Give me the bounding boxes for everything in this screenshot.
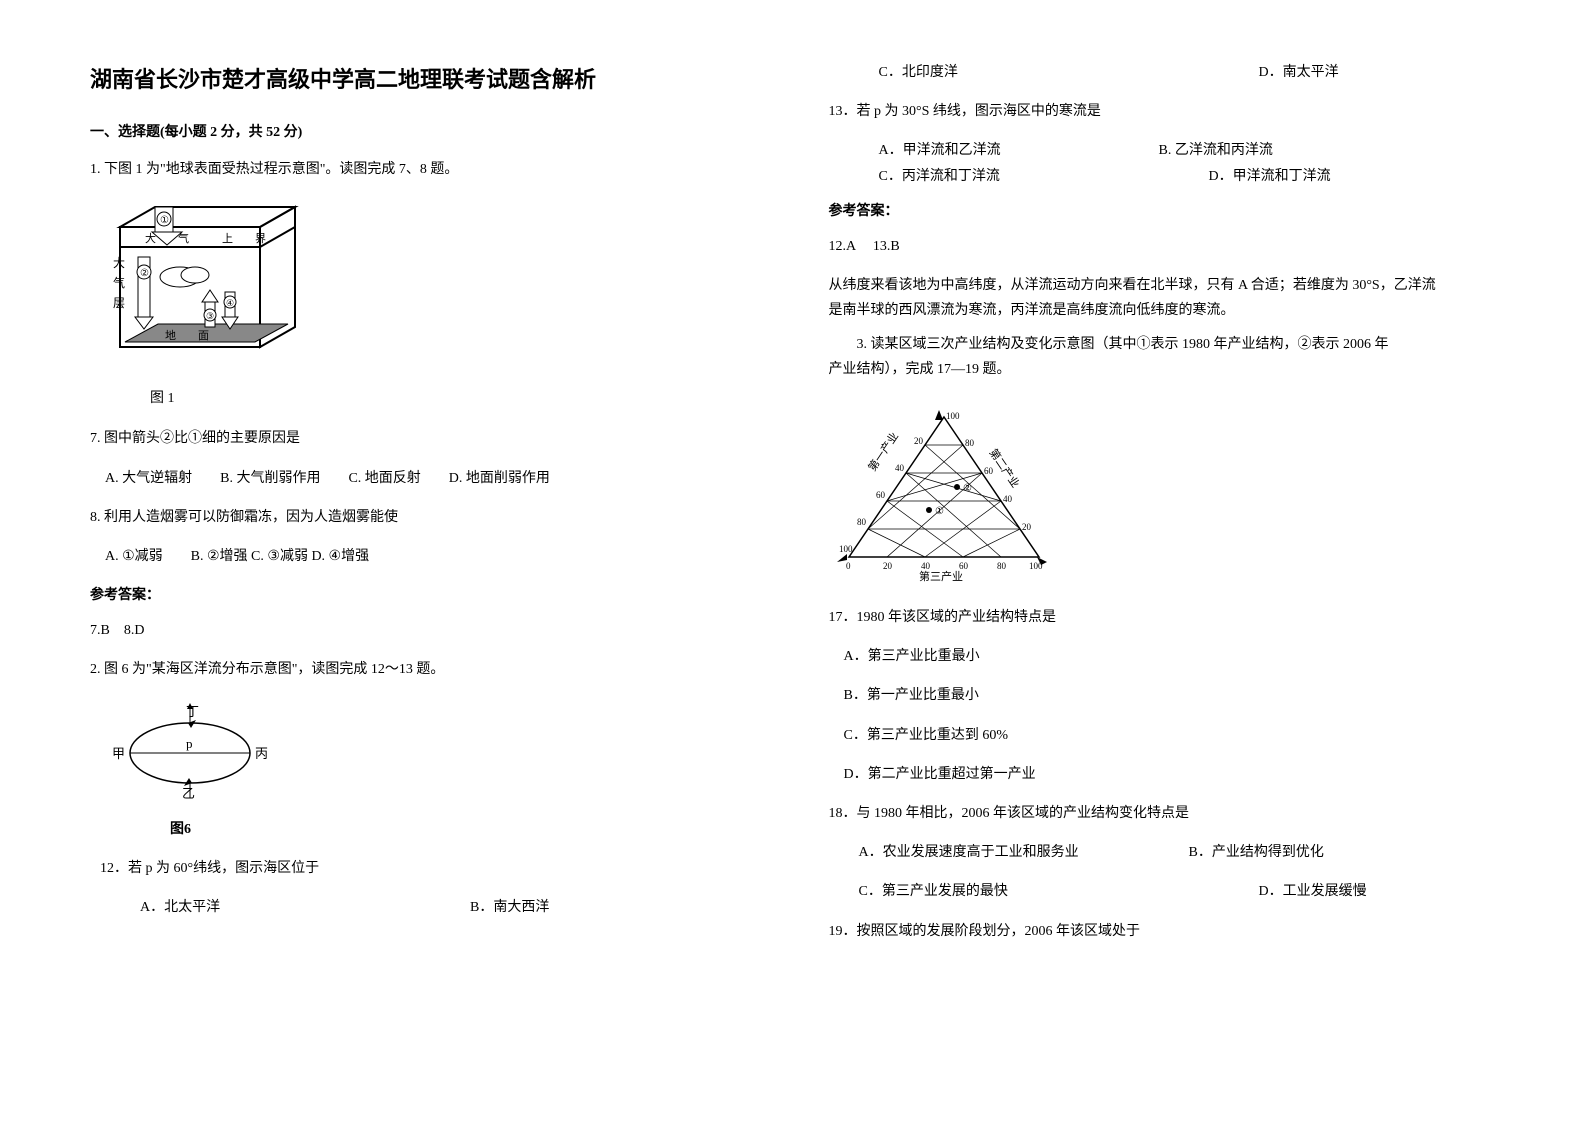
svg-text:60: 60 — [984, 466, 994, 476]
q18-opt-b: B．产业结构得到优化 — [1189, 840, 1324, 865]
q1-stem: 1. 下图 1 为"地球表面受热过程示意图"。读图完成 7、8 题。 — [90, 157, 759, 182]
svg-text:80: 80 — [997, 561, 1007, 571]
svg-text:④: ④ — [226, 298, 234, 308]
section-1-header: 一、选择题(每小题 2 分，共 52 分) — [90, 120, 759, 145]
q12: 12．若 p 为 60°纬线，图示海区位于 — [100, 856, 759, 881]
svg-text:②: ② — [963, 483, 972, 494]
figure-6-caption: 图6 — [170, 817, 759, 842]
q13-row-cd: C．丙洋流和丁洋流 D．甲洋流和丁洋流 — [829, 164, 1498, 189]
q17-opt-c: C．第三产业比重达到 60% — [844, 723, 1498, 748]
q12-opt-b: B．南大西洋 — [470, 895, 720, 920]
q18-opt-c: C．第三产业发展的最快 — [859, 879, 1259, 904]
svg-text:③: ③ — [206, 311, 214, 321]
answer-label-2: 参考答案： — [829, 199, 1498, 224]
q17-opt-d: D．第二产业比重超过第一产业 — [844, 762, 1498, 787]
q3-stem-2: 产业结构），完成 17—19 题。 — [829, 357, 1498, 382]
q8-options: A. ①减弱 B. ②增强 C. ③减弱 D. ④增强 — [105, 544, 759, 569]
fig6-bottom: 乙 — [182, 786, 195, 801]
q13-opt-c: C．丙洋流和丁洋流 — [879, 164, 1209, 189]
q18-row-cd: C．第三产业发展的最快 D．工业发展缓慢 — [829, 879, 1498, 904]
q8: 8. 利用人造烟雾可以防御霜冻，因为人造烟雾能使 — [90, 505, 759, 530]
q19: 19．按照区域的发展阶段划分，2006 年该区域处于 — [829, 919, 1498, 944]
svg-text:40: 40 — [895, 463, 905, 473]
svg-text:20: 20 — [883, 561, 893, 571]
figure-1: 大 气 层 大 气 上 界 ① ② ③ — [110, 197, 759, 376]
svg-text:20: 20 — [914, 436, 924, 446]
q18-opt-a: A．农业发展速度高于工业和服务业 — [859, 840, 1189, 865]
q3-stem-1: 3. 读某区域三次产业结构及变化示意图（其中①表示 1980 年产业结构，②表示… — [829, 332, 1498, 357]
q13: 13．若 p 为 30°S 纬线，图示海区中的寒流是 — [829, 99, 1498, 124]
atmosphere-label: 大 — [113, 256, 125, 270]
svg-text:100: 100 — [839, 544, 853, 554]
q12-opt-c: C．北印度洋 — [879, 60, 1259, 85]
q17-opt-a: A．第三产业比重最小 — [844, 644, 1498, 669]
svg-text:层: 层 — [113, 296, 125, 310]
svg-text:80: 80 — [857, 517, 867, 527]
q12-row-cd: C．北印度洋 D．南太平洋 — [829, 60, 1498, 85]
fig6-center: p — [186, 736, 193, 751]
q7: 7. 图中箭头②比①细的主要原因是 — [90, 426, 759, 451]
q13-opt-a: A．甲洋流和乙洋流 — [879, 138, 1159, 163]
fig6-left: 甲 — [112, 746, 125, 761]
q18: 18．与 1980 年相比，2006 年该区域的产业结构变化特点是 — [829, 801, 1498, 826]
svg-text:20: 20 — [1022, 522, 1032, 532]
q12-opt-a: A．北太平洋 — [140, 895, 470, 920]
q7-options: A. 大气逆辐射 B. 大气削弱作用 C. 地面反射 D. 地面削弱作用 — [105, 466, 759, 491]
svg-text:40: 40 — [921, 561, 931, 571]
svg-text:60: 60 — [876, 490, 886, 500]
explain-1213-line2: 是南半球的西风漂流为寒流，丙洋流是高纬度流向低纬度的寒流。 — [829, 298, 1498, 323]
answer-12-13: 12.A 13.B — [829, 234, 1498, 259]
q17: 17．1980 年该区域的产业结构特点是 — [829, 605, 1498, 630]
svg-text:①: ① — [935, 506, 944, 517]
svg-text:①: ① — [160, 215, 169, 226]
fig6-top: 丁 — [186, 704, 199, 719]
svg-text:②: ② — [140, 268, 149, 279]
svg-text:100: 100 — [1029, 561, 1043, 571]
triangle-svg: ① ② 0 20 40 60 80 100 100 80 60 40 20 10… — [829, 402, 1059, 582]
q12-opt-d: D．南太平洋 — [1259, 60, 1459, 85]
figure-1-svg: 大 气 层 大 气 上 界 ① ② ③ — [110, 197, 300, 367]
svg-text:气: 气 — [113, 275, 125, 290]
triangle-chart: ① ② 0 20 40 60 80 100 100 80 60 40 20 10… — [829, 402, 1498, 591]
figure-1-caption: 图 1 — [150, 386, 759, 411]
q13-row-ab: A．甲洋流和乙洋流 B. 乙洋流和丙洋流 — [829, 138, 1498, 163]
explain-1213-line1: 从纬度来看该地为中高纬度，从洋流运动方向来看在北半球，只有 A 合适；若维度为 … — [829, 273, 1498, 298]
figure-6-svg: 丁 甲 丙 乙 p — [100, 698, 280, 808]
fig6-right: 丙 — [255, 746, 268, 761]
q17-opt-b: B．第一产业比重最小 — [844, 683, 1498, 708]
tri-bottom-label: 第三产业 — [919, 569, 963, 582]
q13-opt-b: B. 乙洋流和丙洋流 — [1159, 138, 1409, 163]
ground-label: 地 面 — [165, 329, 209, 342]
q12-row-ab: A．北太平洋 B．南大西洋 — [90, 895, 759, 920]
left-column: 湖南省长沙市楚才高级中学高二地理联考试题含解析 一、选择题(每小题 2 分，共 … — [90, 60, 759, 1062]
svg-text:100: 100 — [946, 411, 960, 421]
q18-opt-d: D．工业发展缓慢 — [1259, 879, 1367, 904]
q2-stem: 2. 图 6 为"某海区洋流分布示意图"，读图完成 12～13 题。 — [90, 657, 759, 682]
svg-text:0: 0 — [846, 561, 851, 571]
figure-6: 丁 甲 丙 乙 p 图6 — [100, 698, 759, 842]
right-column: C．北印度洋 D．南太平洋 13．若 p 为 30°S 纬线，图示海区中的寒流是… — [829, 60, 1498, 1062]
svg-text:80: 80 — [965, 438, 975, 448]
answer-label-1: 参考答案： — [90, 583, 759, 608]
q18-row-ab: A．农业发展速度高于工业和服务业 B．产业结构得到优化 — [829, 840, 1498, 865]
exam-title: 湖南省长沙市楚才高级中学高二地理联考试题含解析 — [90, 60, 759, 100]
svg-text:40: 40 — [1003, 494, 1013, 504]
svg-text:60: 60 — [959, 561, 969, 571]
answer-7-8: 7.B 8.D — [90, 618, 759, 643]
q13-opt-d: D．甲洋流和丁洋流 — [1209, 164, 1409, 189]
